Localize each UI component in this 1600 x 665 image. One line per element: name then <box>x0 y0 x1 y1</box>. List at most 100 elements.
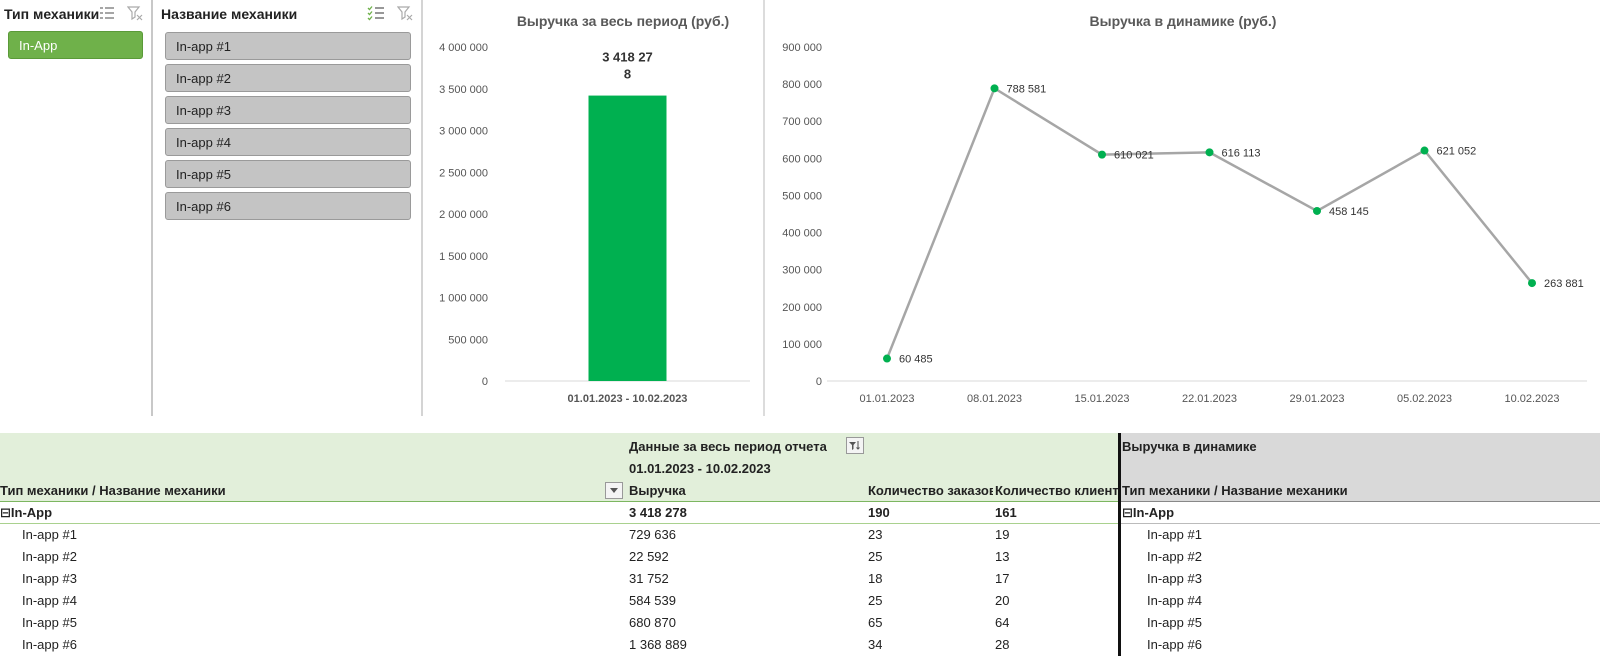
group-label[interactable]: ⊟In-App <box>0 505 53 520</box>
x-tick-label: 05.02.2023 <box>1397 393 1452 405</box>
y-tick-label: 800 000 <box>782 79 822 91</box>
row-revenue: 1 368 889 <box>629 637 687 652</box>
header-band <box>0 433 1118 501</box>
slicer-mechanic-name: Название механики In-app #1 In-app #2 In-a… <box>155 0 423 416</box>
y-tick-label: 300 000 <box>782 265 822 277</box>
row-filter-dropdown[interactable] <box>605 482 623 499</box>
data-point <box>1205 148 1214 157</box>
bar <box>588 95 667 381</box>
header-underline <box>0 501 1118 502</box>
right-row-label: In-app #2 <box>1147 549 1202 564</box>
point-data-label: 788 581 <box>1007 83 1047 95</box>
chart-title: Выручка за весь период (руб.) <box>517 13 729 29</box>
y-tick-label: 2 000 000 <box>439 209 488 221</box>
data-point <box>990 84 999 93</box>
right-group-underline <box>1121 523 1600 524</box>
row-orders: 65 <box>868 615 883 630</box>
point-data-label: 60 485 <box>899 354 933 366</box>
revenue-dynamics-chart[interactable]: Выручка в динамике (руб.) 900 000 800 000 7… <box>767 0 1600 416</box>
slicer-item-6[interactable]: In-app #6 <box>165 192 411 220</box>
right-header-band <box>1119 433 1600 501</box>
bar-data-label: 3 418 27 <box>602 50 653 65</box>
row-orders: 25 <box>868 549 883 564</box>
right-row-label: In-app #3 <box>1147 571 1202 586</box>
row-header: Тип механики / Название механики <box>0 483 226 498</box>
x-tick-label: 01.01.2023 <box>859 393 914 405</box>
x-tick-label: 15.01.2023 <box>1074 393 1129 405</box>
data-point <box>1313 206 1321 215</box>
right-row-label: In-app #5 <box>1147 615 1202 630</box>
x-tick-label: 01.01.2023 - 10.02.2023 <box>568 393 688 405</box>
slicer-item-4[interactable]: In-app #4 <box>165 128 411 156</box>
filter-icon <box>849 441 860 450</box>
row-revenue: 31 752 <box>629 571 669 586</box>
clear-filter-icon[interactable] <box>127 5 143 21</box>
y-tick-label: 500 000 <box>448 334 488 346</box>
row-label: In-app #4 <box>22 593 77 608</box>
y-tick-label: 1 000 000 <box>439 293 488 305</box>
point-data-label: 263 881 <box>1544 278 1584 290</box>
y-tick-label: 4 000 000 <box>439 42 488 54</box>
right-row-label: In-app #4 <box>1147 593 1202 608</box>
slicer-item-1[interactable]: In-app #1 <box>165 32 411 60</box>
pivot-table: Данные за весь период отчета 01.01.2023 … <box>0 433 1600 665</box>
right-row-label: In-app #1 <box>1147 527 1202 542</box>
point-data-label: 616 113 <box>1222 147 1261 159</box>
dropdown-arrow-icon <box>610 488 618 493</box>
right-header-underline <box>1121 501 1600 502</box>
data-point <box>1098 150 1106 159</box>
slicer-item-2[interactable]: In-app #2 <box>165 64 411 92</box>
row-clients: 28 <box>995 637 1010 652</box>
multiselect-icon[interactable] <box>367 5 385 21</box>
slicer-item-in-app[interactable]: In-App <box>8 31 143 59</box>
right-row-header: Тип механики / Название механики <box>1122 483 1348 498</box>
group-orders: 190 <box>868 505 890 520</box>
x-tick-label: 22.01.2023 <box>1182 393 1237 405</box>
y-tick-label: 3 500 000 <box>439 84 488 96</box>
filter-button[interactable] <box>846 437 864 454</box>
y-tick-label: 3 000 000 <box>439 126 488 138</box>
row-label: In-app #6 <box>22 637 77 652</box>
column-header-orders: Количество заказов <box>868 483 993 498</box>
multiselect-icon[interactable] <box>99 5 115 21</box>
group-revenue: 3 418 278 <box>629 505 687 520</box>
row-revenue: 584 539 <box>629 593 676 608</box>
slicer-header: Тип механики <box>0 0 151 28</box>
right-group-label[interactable]: ⊟In-App <box>1122 505 1175 520</box>
row-clients: 20 <box>995 593 1010 608</box>
right-row-label: In-app #6 <box>1147 637 1202 652</box>
row-orders: 18 <box>868 571 883 586</box>
column-header-revenue: Выручка <box>629 483 686 498</box>
x-tick-label: 29.01.2023 <box>1289 393 1344 405</box>
column-header-clients: Количество клиентов <box>995 483 1118 498</box>
clear-filter-icon[interactable] <box>397 5 413 21</box>
y-tick-label: 200 000 <box>782 302 822 314</box>
row-orders: 25 <box>868 593 883 608</box>
y-tick-label: 0 <box>816 376 822 388</box>
row-orders: 34 <box>868 637 883 652</box>
period-range: 01.01.2023 - 10.02.2023 <box>629 461 771 476</box>
row-revenue: 729 636 <box>629 527 676 542</box>
point-data-label: 610 021 <box>1114 150 1154 162</box>
slicer-title: Тип механики <box>4 6 100 22</box>
row-clients: 64 <box>995 615 1010 630</box>
slicer-item-3[interactable]: In-app #3 <box>165 96 411 124</box>
period-title: Данные за весь период отчета <box>629 439 827 454</box>
row-revenue: 22 592 <box>629 549 669 564</box>
row-clients: 19 <box>995 527 1010 542</box>
chart-title: Выручка в динамике (руб.) <box>1090 13 1277 29</box>
y-tick-label: 900 000 <box>782 42 822 54</box>
point-data-label: 458 145 <box>1329 206 1369 218</box>
bar-data-label: 8 <box>624 67 631 82</box>
slicer-item-5[interactable]: In-app #5 <box>165 160 411 188</box>
slicer-header: Название механики <box>155 0 421 28</box>
series-line <box>885 86 1533 360</box>
slicer-mechanic-type: Тип механики In-App <box>0 0 153 416</box>
y-tick-label: 100 000 <box>782 339 822 351</box>
y-tick-label: 0 <box>482 376 488 388</box>
row-clients: 13 <box>995 549 1010 564</box>
y-tick-label: 1 500 000 <box>439 251 488 263</box>
data-point <box>883 354 891 363</box>
revenue-total-chart[interactable]: Выручка за весь период (руб.) 4 000 000 3 … <box>425 0 765 416</box>
y-tick-label: 500 000 <box>782 190 822 202</box>
